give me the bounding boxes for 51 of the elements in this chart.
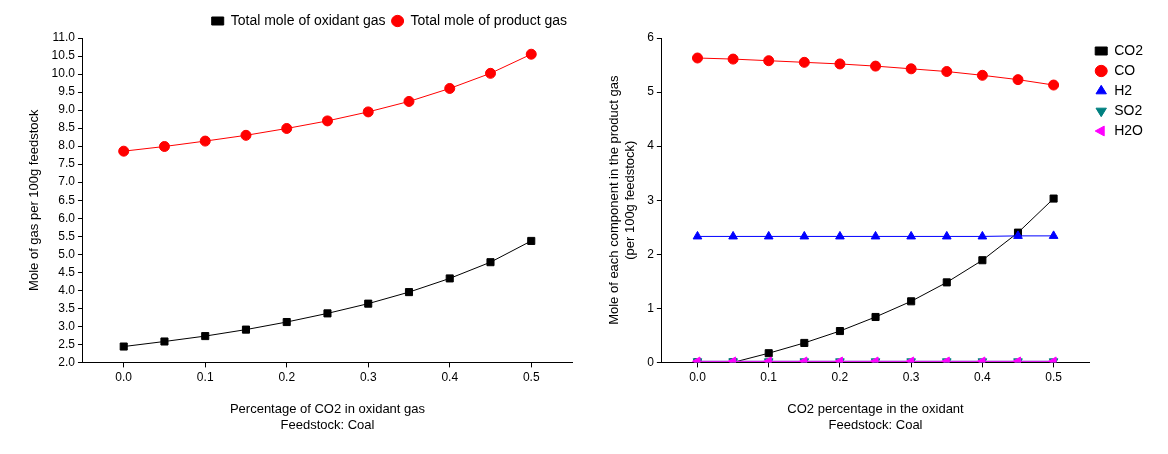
y-tick-label: 9.5 [58,84,76,99]
y-tick-label: 10.0 [51,66,76,81]
legend-label: Total mole of oxidant gas [230,11,386,28]
y-tick-label: 5.5 [58,228,76,243]
legend-label: Total mole of product gas [410,11,567,28]
y-tick-label: 6.5 [58,192,76,207]
x-tick-label: 0.2 [278,369,296,384]
y-tick-label: 4.5 [58,264,76,279]
y-tick-label: 4 [647,138,655,153]
x-tick-label: 0.2 [831,369,849,384]
y-axis-title: Mole of each component in the product gas (per 100g feedstock) [606,75,637,325]
y-tick-label: 5 [647,84,655,99]
x-tick-label: 0.4 [974,369,992,384]
y-tick-label: 10.5 [51,48,76,63]
y-tick-label: 11.0 [52,30,76,45]
y-tick-label: 7.0 [58,174,76,189]
y-tick-label: 5.0 [58,246,76,261]
legend-label: H2O [1114,121,1144,138]
y-tick-label: 3.5 [58,300,76,315]
x-tick-label: 0.4 [441,369,459,384]
x-tick-label: 0.1 [760,369,778,384]
x-tick-label: 0.3 [902,369,920,384]
y-axis-title: Mole of gas per 100g feedstock [26,109,42,291]
x-axis-title: Percentage of CO2 in oxidant gas [229,401,426,417]
y-tick-label: 0 [647,354,655,369]
y-tick-label: 4.0 [58,282,76,297]
legend-label: CO2 [1114,41,1144,58]
y-tick-label: 8.0 [58,138,76,153]
text: Feedstock: Coal [280,416,375,432]
y-tick-label: 2.0 [58,354,76,369]
x-tick-label: 0.5 [1045,369,1063,384]
x-axis-title: CO2 percentage in the oxidant [787,401,965,417]
x-tick-label: 0.0 [689,369,707,384]
y-tick-label: 2 [647,246,655,261]
x-tick-label: 0.5 [522,369,540,384]
y-tick-label: 6.0 [58,210,76,225]
text: Feedstock: Coal [828,416,923,432]
y-tick-label: 8.5 [58,120,76,135]
legend-label: H2 [1114,81,1133,98]
y-tick-label: 3 [647,192,655,207]
y-tick-label: 1 [647,300,655,315]
x-tick-label: 0.3 [359,369,377,384]
y-tick-label: 2.5 [58,336,76,351]
y-tick-label: 6 [647,30,655,45]
legend-label: CO [1114,61,1136,78]
x-tick-label: 0.0 [115,369,133,384]
y-tick-label: 9.0 [58,102,76,117]
legend-label: SO2 [1114,101,1143,118]
x-tick-label: 0.1 [196,369,214,384]
y-tick-label: 7.5 [58,156,76,171]
y-tick-label: 3.0 [58,318,76,333]
